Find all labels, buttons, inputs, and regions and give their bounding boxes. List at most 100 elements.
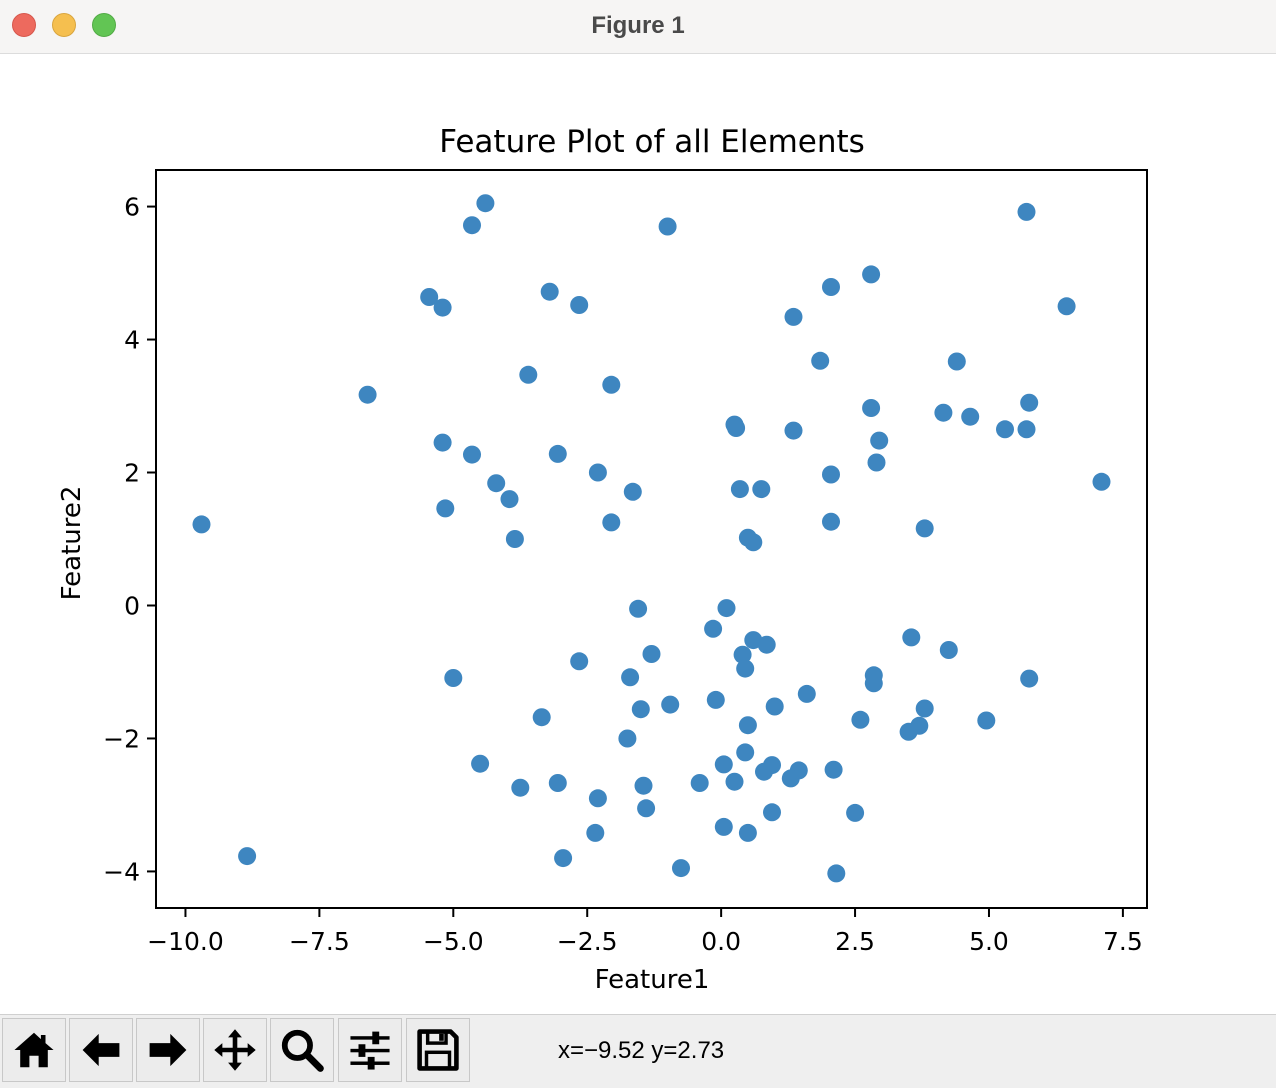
data-point [915,699,934,718]
data-point [1020,669,1039,688]
data-point [586,823,605,842]
data-point [637,799,656,818]
forward-arrow-icon [149,1033,187,1067]
data-point [870,431,889,450]
data-point [864,674,883,693]
data-point [623,482,642,501]
data-point [947,352,966,371]
data-point [725,772,744,791]
data-point [738,823,757,842]
zoom-magnifier-icon [281,1029,324,1072]
y-tick-label: 2 [124,459,140,488]
y-tick-label: 0 [124,591,140,620]
data-point [618,729,637,748]
back-button[interactable] [69,1018,133,1082]
data-point [631,700,650,719]
data-point [621,668,640,687]
data-point [634,776,653,795]
data-point [358,385,377,404]
scatter-chart: Feature Plot of all Elements −10.0 −7.5 −5… [57,124,1148,995]
data-point [714,755,733,774]
data-point [487,474,506,493]
data-point [822,278,840,296]
data-point [781,769,800,788]
maximize-window-button[interactable] [92,13,116,37]
pan-button[interactable] [203,1018,267,1082]
data-point [548,774,567,792]
data-point [717,599,736,618]
data-point [642,645,661,663]
data-point [862,265,881,284]
data-point [588,463,607,482]
data-point [433,433,452,452]
data-point [736,659,755,678]
minimize-window-button[interactable] [52,13,76,37]
home-button[interactable] [2,1018,66,1082]
data-point [661,695,680,714]
x-axis: −10.0 −7.5 −5.0 −2.5 0.0 2.5 5.0 7.5 [147,908,1143,956]
data-point [238,847,257,866]
data-point [706,690,725,709]
data-point [763,803,781,822]
data-point [939,641,958,659]
data-point [744,533,763,552]
data-point [738,716,757,735]
data-point [511,778,530,797]
figure-canvas[interactable]: Feature Plot of all Elements −10.0 −7.5 −5… [0,54,1276,1014]
data-point [463,445,481,464]
x-tick-label: −2.5 [557,927,618,956]
forward-button[interactable] [136,1018,200,1082]
data-point [532,708,551,727]
data-point [899,722,918,741]
data-point [602,513,621,532]
data-point [554,849,573,868]
cursor-coordinates: x=−9.52 y=2.73 [558,1037,725,1064]
data-point [714,817,733,836]
data-point [851,710,870,729]
data-point [730,480,749,499]
y-tick-label: −4 [103,857,140,886]
configure-subplots-button[interactable] [338,1018,402,1082]
data-point [797,684,816,703]
y-tick-label: −2 [103,724,140,753]
data-point [548,444,567,463]
save-floppy-icon [417,1029,459,1071]
data-point [765,697,784,716]
y-tick-label: 4 [124,326,140,355]
plot-frame [155,169,1148,909]
chart-title: Feature Plot of all Elements [439,124,865,160]
data-point [1020,393,1039,412]
data-point [433,298,452,317]
data-point [784,307,803,326]
data-point [757,635,776,654]
save-button[interactable] [406,1018,470,1082]
configure-subplots-icon [350,1031,390,1070]
data-point [436,499,455,518]
data-point [752,480,771,499]
data-point [672,859,690,878]
data-point [570,296,589,314]
data-point [822,512,840,531]
data-point [588,789,607,808]
data-point [500,490,519,509]
home-icon [14,1032,54,1068]
data-point [736,743,755,762]
data-point [733,645,752,664]
close-window-button[interactable] [12,13,36,37]
data-point [629,599,648,618]
data-point [471,754,490,773]
x-tick-label: −10.0 [147,927,224,956]
data-point [444,669,463,687]
data-point [822,465,840,484]
data-point [1017,202,1036,221]
data-point [1017,420,1036,439]
zoom-button[interactable] [270,1018,334,1082]
points-layer [192,194,1111,883]
data-point [570,652,589,671]
window-title: Figure 1 [591,12,685,39]
y-axis: −4 −2 0 2 4 6 [103,193,156,886]
data-point [824,760,843,779]
x-tick-label: 5.0 [969,927,1009,956]
data-point [540,282,559,301]
data-point [763,756,781,775]
